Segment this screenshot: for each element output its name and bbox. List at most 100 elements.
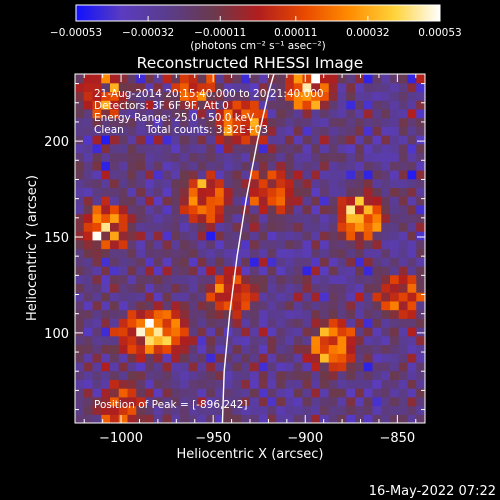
heatmap-cell — [241, 100, 251, 110]
heatmap-cell — [206, 82, 216, 93]
heatmap-cell — [258, 335, 269, 346]
heatmap-cell — [311, 152, 321, 162]
heatmap-cell — [320, 82, 330, 93]
heatmap-cell — [250, 379, 260, 389]
heatmap-cell — [320, 414, 330, 423]
heatmap-cell — [302, 309, 312, 319]
heatmap-cell — [118, 379, 129, 389]
heatmap-cell — [83, 222, 94, 232]
heatmap-cell — [118, 117, 129, 127]
heatmap-cell — [372, 361, 382, 372]
heatmap-cell — [250, 344, 260, 354]
heatmap-cell — [232, 187, 242, 197]
heatmap-cell — [136, 370, 146, 380]
heatmap-cell — [258, 396, 269, 407]
heatmap-cell — [363, 100, 374, 110]
heatmap-cell — [381, 204, 391, 215]
heatmap-cell — [355, 274, 365, 284]
heatmap-cell — [416, 126, 425, 136]
heatmap-cell — [267, 135, 277, 145]
heatmap-cell — [75, 239, 85, 250]
heatmap-cell — [390, 239, 400, 250]
heatmap-cell — [206, 169, 216, 180]
heatmap-cell — [355, 396, 365, 407]
heatmap-cell — [416, 300, 425, 311]
heatmap-cell — [363, 283, 374, 293]
heatmap-cell — [162, 353, 172, 363]
heatmap-cell — [118, 222, 129, 232]
heatmap-cell — [276, 318, 286, 328]
heatmap-cell — [355, 74, 365, 84]
heatmap-cell — [110, 353, 120, 363]
heatmap-cell — [276, 239, 286, 250]
heatmap-cell — [355, 283, 365, 293]
heatmap-cell — [363, 117, 374, 127]
heatmap-cell — [390, 213, 400, 223]
heatmap-cell — [127, 379, 137, 389]
heatmap-cell — [241, 300, 251, 311]
heatmap-cell — [153, 161, 164, 171]
heatmap-cell — [206, 204, 216, 215]
heatmap-cell — [171, 143, 181, 154]
heatmap-cell — [75, 274, 85, 284]
heatmap-cell — [110, 396, 120, 407]
heatmap-cell — [250, 239, 260, 250]
heatmap-cell — [302, 74, 312, 84]
heatmap-cell — [293, 135, 304, 145]
heatmap-cell — [215, 91, 225, 101]
heatmap-cell — [258, 187, 269, 197]
heatmap-cell — [206, 91, 216, 101]
heatmap-cell — [127, 344, 137, 354]
heatmap-cell — [328, 370, 339, 380]
heatmap-cell — [372, 187, 382, 197]
heatmap-cell — [407, 292, 417, 302]
heatmap-cell — [320, 292, 330, 302]
heatmap-cell — [171, 213, 181, 223]
heatmap-cell — [390, 231, 400, 241]
heatmap-cell — [302, 370, 312, 380]
heatmap-cell — [328, 204, 339, 215]
heatmap-cell — [188, 396, 199, 407]
heatmap-cell — [355, 248, 365, 258]
heatmap-cell — [215, 335, 225, 346]
heatmap-cell — [127, 309, 137, 319]
heatmap-cell — [206, 161, 216, 171]
x-tick-label: −1000 — [99, 431, 143, 446]
heatmap-cell — [180, 213, 190, 223]
heatmap-cell — [206, 274, 216, 284]
heatmap-cell — [407, 196, 417, 206]
heatmap-cell — [223, 248, 234, 258]
heatmap-cell — [363, 143, 374, 154]
heatmap-cell — [407, 414, 417, 423]
heatmap-cell — [136, 335, 146, 346]
heatmap-cell — [276, 265, 286, 276]
heatmap-cell — [232, 126, 242, 136]
heatmap-cell — [250, 222, 260, 232]
heatmap-cell — [145, 414, 155, 423]
heatmap-cell — [101, 335, 111, 346]
heatmap-cell — [215, 169, 225, 180]
heatmap-cell — [372, 204, 382, 215]
heatmap-cell — [276, 152, 286, 162]
heatmap-cell — [145, 239, 155, 250]
heatmap-cell — [92, 231, 102, 241]
heatmap-cell — [101, 257, 111, 267]
heatmap-cell — [92, 344, 102, 354]
heatmap-cell — [398, 143, 409, 154]
heatmap-cell — [75, 161, 85, 171]
heatmap-cell — [118, 300, 129, 311]
heatmap-cell — [407, 126, 417, 136]
heatmap-cell — [180, 309, 190, 319]
heatmap-cell — [75, 213, 85, 223]
heatmap-cell — [171, 222, 181, 232]
heatmap-cell — [250, 196, 260, 206]
heatmap-cell — [285, 82, 295, 93]
heatmap-cell — [136, 309, 146, 319]
heatmap-cell — [398, 126, 409, 136]
heatmap-cell — [118, 257, 129, 267]
heatmap-cell — [171, 74, 181, 84]
heatmap-cell — [302, 248, 312, 258]
heatmap-cell — [153, 379, 164, 389]
heatmap-cell — [250, 74, 260, 84]
heatmap-cell — [171, 169, 181, 180]
